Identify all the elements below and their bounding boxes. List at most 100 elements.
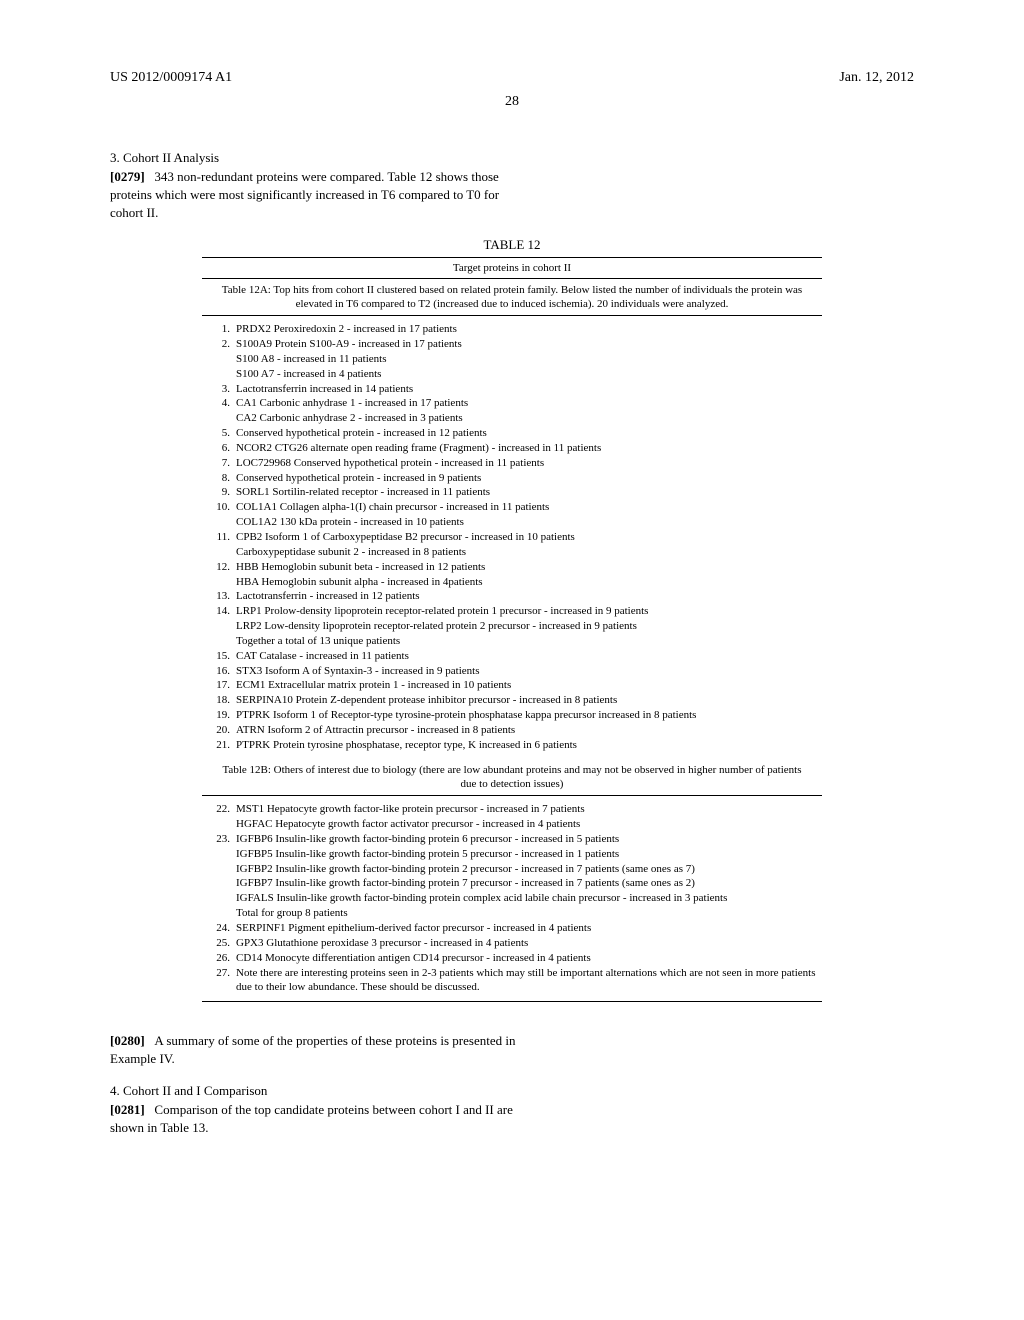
- list-item-text: IGFBP6 Insulin-like growth factor-bindin…: [236, 832, 822, 847]
- list-item-number: 24.: [202, 921, 236, 936]
- list-item-text: SERPINF1 Pigment epithelium-derived fact…: [236, 921, 822, 936]
- list-item-number: 27.: [202, 966, 236, 996]
- list-item-subline: IGFBP2 Insulin-like growth factor-bindin…: [202, 862, 822, 877]
- list-item: 16.STX3 Isoform A of Syntaxin-3 - increa…: [202, 664, 822, 679]
- list-item-subline: HGFAC Hepatocyte growth factor activator…: [202, 817, 822, 832]
- list-item: 10.COL1A1 Collagen alpha-1(I) chain prec…: [202, 500, 822, 515]
- list-item-subline: IGFBP7 Insulin-like growth factor-bindin…: [202, 876, 822, 891]
- list-item-text: ECM1 Extracellular matrix protein 1 - in…: [236, 678, 822, 693]
- list-item: 8.Conserved hypothetical protein - incre…: [202, 471, 822, 486]
- list-item: 24.SERPINF1 Pigment epithelium-derived f…: [202, 921, 822, 936]
- list-item-number: 3.: [202, 382, 236, 397]
- list-item: 19.PTPRK Isoform 1 of Receptor-type tyro…: [202, 708, 822, 723]
- list-item: 25.GPX3 Glutathione peroxidase 3 precurs…: [202, 936, 822, 951]
- list-item-subline: Carboxypeptidase subunit 2 - increased i…: [202, 545, 822, 560]
- list-item-text: CD14 Monocyte differentiation antigen CD…: [236, 951, 822, 966]
- list-item-number: 15.: [202, 649, 236, 664]
- list-item-text: Lactotransferrin increased in 14 patient…: [236, 382, 822, 397]
- list-item: 21.PTPRK Protein tyrosine phosphatase, r…: [202, 738, 822, 753]
- page-number: 28: [110, 94, 914, 110]
- list-item-text: PTPRK Isoform 1 of Receptor-type tyrosin…: [236, 708, 822, 723]
- list-item-text: NCOR2 CTG26 alternate open reading frame…: [236, 441, 822, 456]
- list-item: 12.HBB Hemoglobin subunit beta - increas…: [202, 560, 822, 575]
- list-item-text: CAT Catalase - increased in 11 patients: [236, 649, 822, 664]
- paragraph-0279: [0279] 343 non-redundant proteins were c…: [110, 168, 520, 223]
- list-item: 26.CD14 Monocyte differentiation antigen…: [202, 951, 822, 966]
- list-item-text: LOC729968 Conserved hypothetical protein…: [236, 456, 822, 471]
- list-item: 20.ATRN Isoform 2 of Attractin precursor…: [202, 723, 822, 738]
- list-item-subline: Together a total of 13 unique patients: [202, 634, 822, 649]
- para-num-0280: [0280]: [110, 1033, 145, 1048]
- list-item-number: 5.: [202, 426, 236, 441]
- list-item: 13.Lactotransferrin - increased in 12 pa…: [202, 589, 822, 604]
- list-item: 22.MST1 Hepatocyte growth factor-like pr…: [202, 802, 822, 817]
- list-item-number: 9.: [202, 485, 236, 500]
- list-item-text: SORL1 Sortilin-related receptor - increa…: [236, 485, 822, 500]
- list-item-text: PRDX2 Peroxiredoxin 2 - increased in 17 …: [236, 322, 822, 337]
- list-item-number: 19.: [202, 708, 236, 723]
- list-item-text: S100A9 Protein S100-A9 - increased in 17…: [236, 337, 822, 352]
- section-3-title: 3. Cohort II Analysis: [110, 150, 914, 166]
- list-item-subline: Total for group 8 patients: [202, 906, 822, 921]
- paragraph-0280: [0280] A summary of some of the properti…: [110, 1032, 520, 1068]
- para-num-0279: [0279]: [110, 169, 145, 184]
- page-header: US 2012/0009174 A1 Jan. 12, 2012: [110, 70, 914, 86]
- list-item: 6.NCOR2 CTG26 alternate open reading fra…: [202, 441, 822, 456]
- list-item-number: 4.: [202, 396, 236, 411]
- list-item: 18.SERPINA10 Protein Z-dependent proteas…: [202, 693, 822, 708]
- list-item-number: 17.: [202, 678, 236, 693]
- table-12b-list: 22.MST1 Hepatocyte growth factor-like pr…: [202, 796, 822, 1001]
- para-text-0280: A summary of some of the properties of t…: [110, 1033, 515, 1066]
- list-item-number: 22.: [202, 802, 236, 817]
- table-12-label: TABLE 12: [202, 237, 822, 253]
- list-item-number: 23.: [202, 832, 236, 847]
- list-item-number: 14.: [202, 604, 236, 619]
- list-item-text: ATRN Isoform 2 of Attractin precursor - …: [236, 723, 822, 738]
- list-item-number: 1.: [202, 322, 236, 337]
- table-12-title: Target proteins in cohort II: [202, 258, 822, 278]
- para-text-0281: Comparison of the top candidate proteins…: [110, 1102, 513, 1135]
- list-item-number: 21.: [202, 738, 236, 753]
- list-item-text: Conserved hypothetical protein - increas…: [236, 426, 822, 441]
- list-item: 1.PRDX2 Peroxiredoxin 2 - increased in 1…: [202, 322, 822, 337]
- list-item-text: LRP1 Prolow-density lipoprotein receptor…: [236, 604, 822, 619]
- list-item-subline: HBA Hemoglobin subunit alpha - increased…: [202, 575, 822, 590]
- list-item-number: 18.: [202, 693, 236, 708]
- list-item-text: PTPRK Protein tyrosine phosphatase, rece…: [236, 738, 822, 753]
- list-item: 27.Note there are interesting proteins s…: [202, 966, 822, 996]
- list-item-text: STX3 Isoform A of Syntaxin-3 - increased…: [236, 664, 822, 679]
- para-num-0281: [0281]: [110, 1102, 145, 1117]
- list-item-text: SERPINA10 Protein Z-dependent protease i…: [236, 693, 822, 708]
- list-item-number: 10.: [202, 500, 236, 515]
- list-item-subline: LRP2 Low-density lipoprotein receptor-re…: [202, 619, 822, 634]
- list-item-number: 20.: [202, 723, 236, 738]
- table-12a-caption: Table 12A: Top hits from cohort II clust…: [202, 279, 822, 316]
- list-item-number: 11.: [202, 530, 236, 545]
- doc-date: Jan. 12, 2012: [839, 70, 914, 86]
- list-item-number: 2.: [202, 337, 236, 352]
- list-item-text: COL1A1 Collagen alpha-1(I) chain precurs…: [236, 500, 822, 515]
- list-item: 11.CPB2 Isoform 1 of Carboxypeptidase B2…: [202, 530, 822, 545]
- doc-number: US 2012/0009174 A1: [110, 70, 232, 86]
- list-item-text: MST1 Hepatocyte growth factor-like prote…: [236, 802, 822, 817]
- list-item-subline: IGFALS Insulin-like growth factor-bindin…: [202, 891, 822, 906]
- list-item: 3.Lactotransferrin increased in 14 patie…: [202, 382, 822, 397]
- list-item-text: Note there are interesting proteins seen…: [236, 966, 822, 996]
- list-item: 4.CA1 Carbonic anhydrase 1 - increased i…: [202, 396, 822, 411]
- list-item-text: HBB Hemoglobin subunit beta - increased …: [236, 560, 822, 575]
- list-item-number: 6.: [202, 441, 236, 456]
- list-item-subline: IGFBP5 Insulin-like growth factor-bindin…: [202, 847, 822, 862]
- list-item-subline: S100 A7 - increased in 4 patients: [202, 367, 822, 382]
- rule: [202, 1001, 822, 1002]
- list-item-subline: CA2 Carbonic anhydrase 2 - increased in …: [202, 411, 822, 426]
- page-container: US 2012/0009174 A1 Jan. 12, 2012 28 3. C…: [0, 0, 1024, 1191]
- list-item-subline: S100 A8 - increased in 11 patients: [202, 352, 822, 367]
- list-item: 2.S100A9 Protein S100-A9 - increased in …: [202, 337, 822, 352]
- table-12b-caption: Table 12B: Others of interest due to bio…: [202, 759, 822, 796]
- list-item: 5.Conserved hypothetical protein - incre…: [202, 426, 822, 441]
- list-item-text: CPB2 Isoform 1 of Carboxypeptidase B2 pr…: [236, 530, 822, 545]
- list-item-number: 12.: [202, 560, 236, 575]
- section-4-title: 4. Cohort II and I Comparison: [110, 1083, 914, 1099]
- list-item-number: 25.: [202, 936, 236, 951]
- list-item: 9.SORL1 Sortilin-related receptor - incr…: [202, 485, 822, 500]
